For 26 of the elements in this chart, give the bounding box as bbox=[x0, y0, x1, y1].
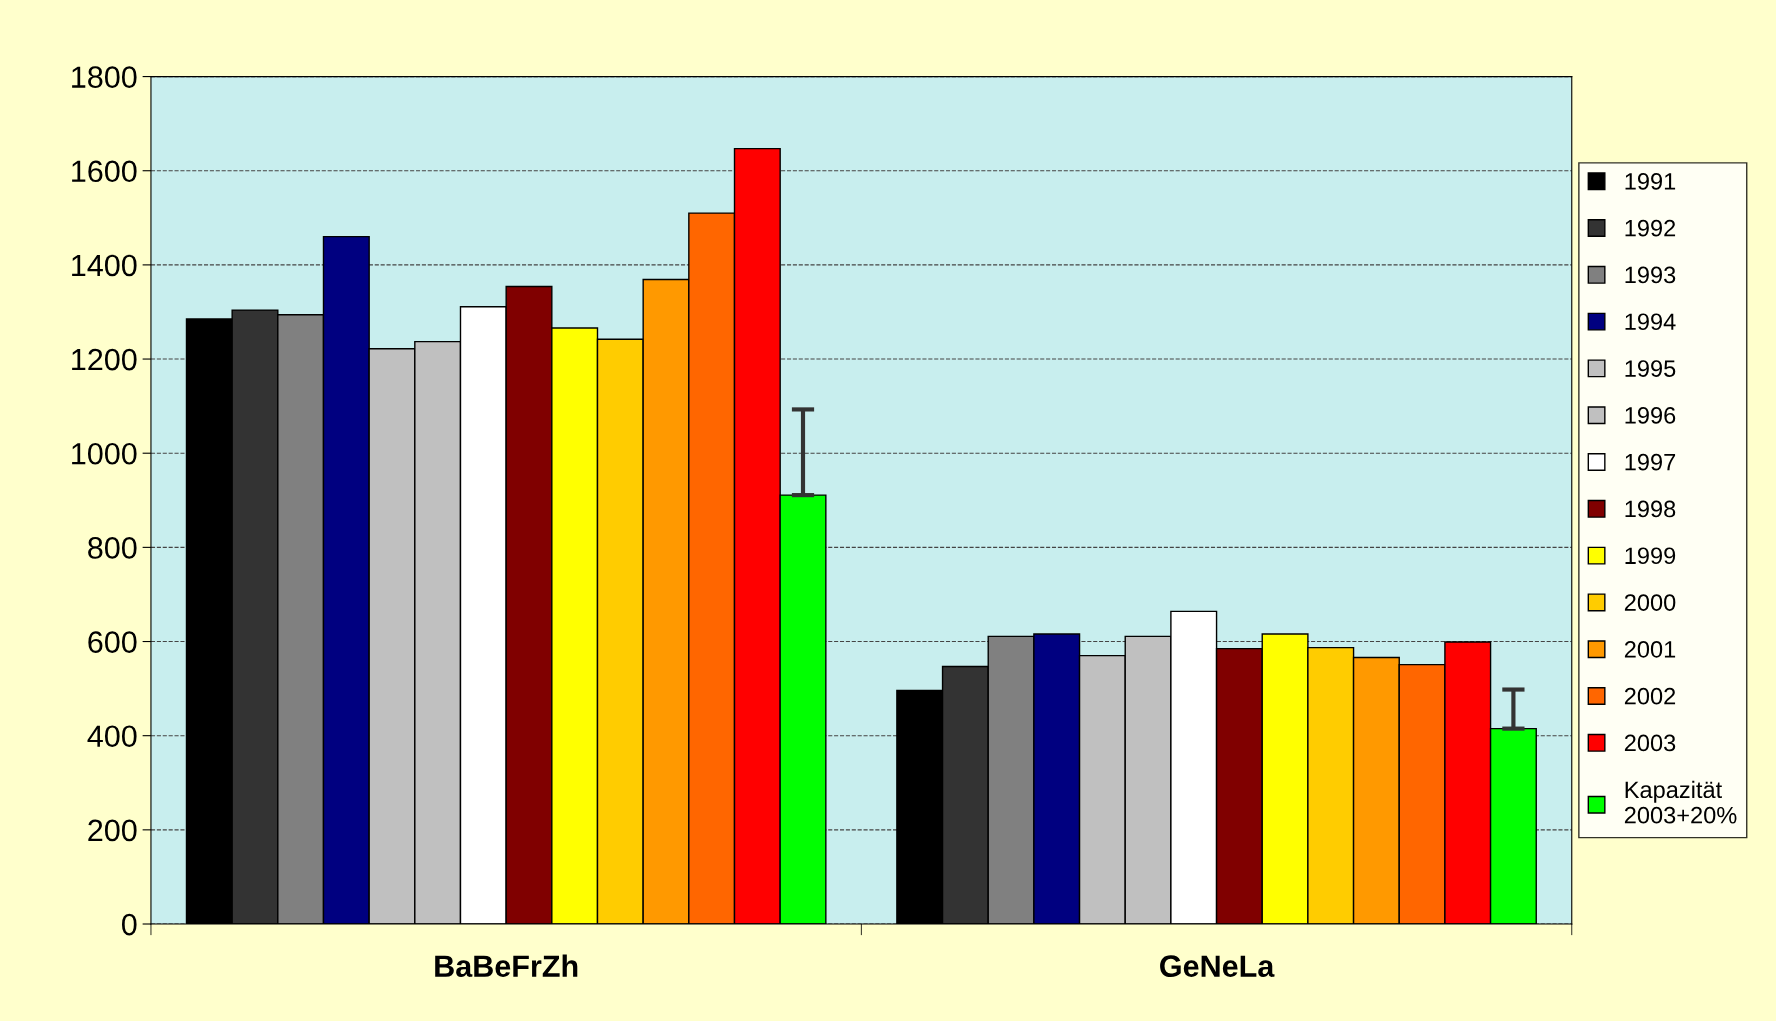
y-tick-label: 0 bbox=[121, 913, 137, 936]
legend-label: 2000 bbox=[1624, 594, 1676, 611]
x-tick-label: BaBeFrZh bbox=[435, 954, 578, 977]
legend-label: Kapazität 2003+20% bbox=[1624, 780, 1737, 824]
legend-label: 1997 bbox=[1625, 453, 1676, 471]
legend-label: 2001 bbox=[1624, 641, 1676, 658]
x-tick-label: GeNeLa bbox=[1160, 955, 1275, 977]
y-tick-label: 1800 bbox=[72, 66, 137, 88]
legend-label: 1992 bbox=[1625, 219, 1676, 237]
legend-label: 1998 bbox=[1625, 500, 1676, 518]
legend-label: 1996 bbox=[1625, 406, 1676, 424]
legend-label: 1999 bbox=[1625, 547, 1676, 565]
legend-label: 2002 bbox=[1624, 687, 1676, 705]
legend-label: 1994 bbox=[1625, 313, 1676, 331]
y-tick-label: 1400 bbox=[72, 254, 137, 277]
legend-label: 1995 bbox=[1625, 360, 1676, 377]
y-tick-label: 1600 bbox=[72, 160, 137, 183]
legend-label: 1993 bbox=[1625, 266, 1676, 284]
legend-label: 2003 bbox=[1624, 734, 1676, 752]
legend-label: 1991 bbox=[1625, 172, 1676, 190]
y-tick-label: 400 bbox=[87, 725, 137, 748]
y-tick-label: 1000 bbox=[72, 442, 137, 465]
y-tick-label: 1200 bbox=[72, 348, 137, 371]
y-tick-label: 200 bbox=[88, 819, 137, 842]
y-tick-label: 800 bbox=[88, 537, 137, 559]
y-tick-label: 600 bbox=[88, 631, 137, 653]
